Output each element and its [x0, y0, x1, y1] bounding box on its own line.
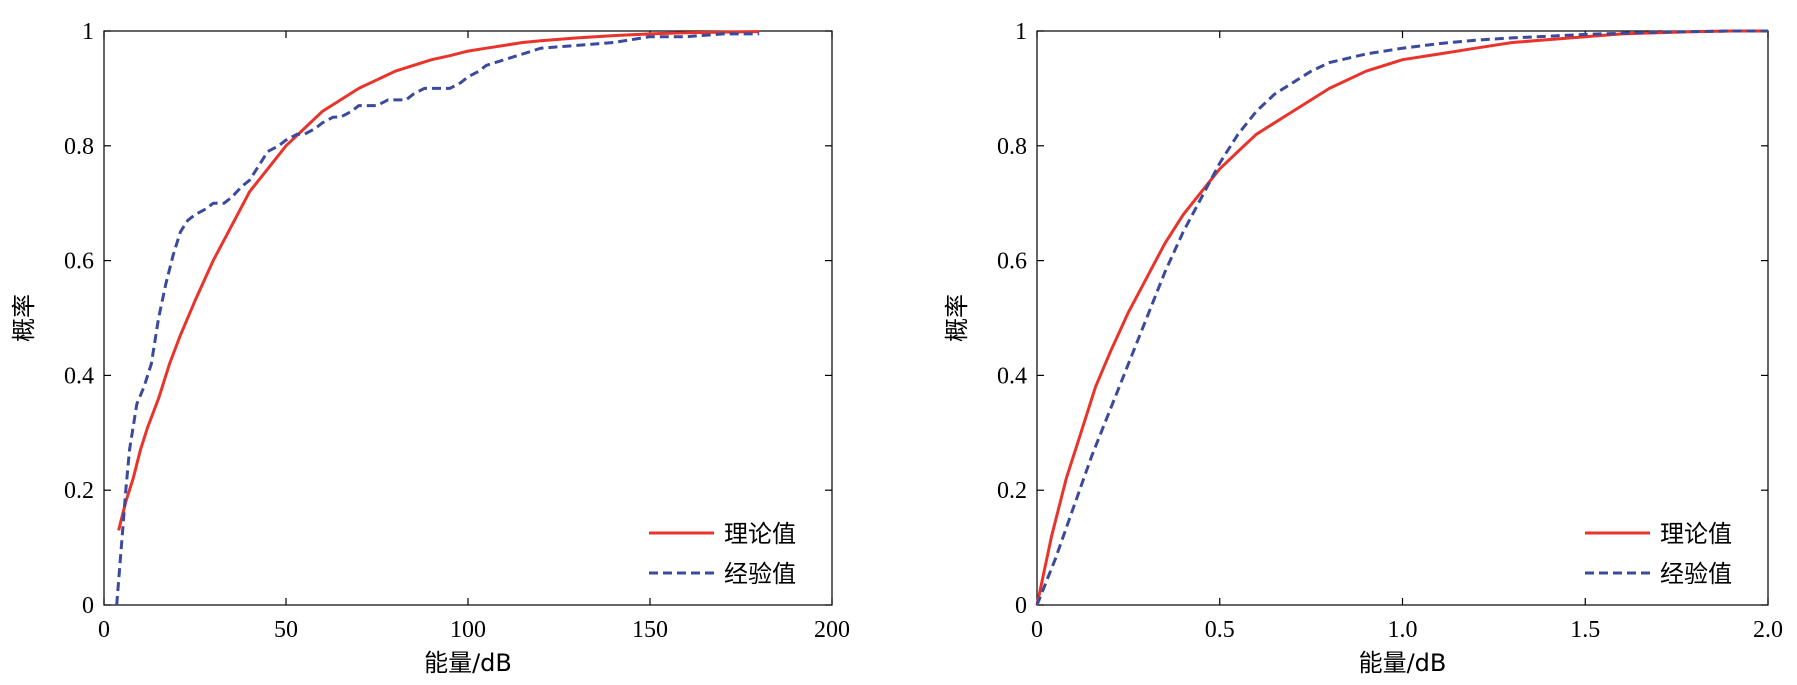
y-tick-label: 0.8 [997, 134, 1027, 160]
x-tick-label: 50 [274, 617, 298, 643]
series-line-theoretical [1035, 29, 1768, 606]
x-axis-label: 能量/dB [424, 649, 512, 677]
y-tick-label: 0.4 [64, 363, 94, 389]
x-tick-label: 100 [450, 617, 486, 643]
x-tick-label: 150 [632, 617, 668, 643]
y-tick-label: 0 [1015, 593, 1027, 619]
series-line-empirical [115, 32, 760, 606]
x-tick-label: 200 [814, 617, 850, 643]
y-tick-label: 1 [82, 19, 94, 45]
y-tick-label: 1 [1015, 19, 1027, 45]
axes-frame [103, 30, 833, 606]
series-line-empirical [1035, 29, 1768, 606]
series-line-theoretical [117, 30, 760, 531]
x-tick-label: 1.5 [1570, 617, 1600, 643]
x-axis-label: 能量/dB [1359, 649, 1447, 677]
y-axis-label: 概率 [943, 294, 971, 342]
y-tick-label: 0 [82, 593, 94, 619]
y-tick-label: 0.6 [64, 249, 94, 275]
x-tick-label: 2.0 [1753, 617, 1783, 643]
y-tick-label: 0.8 [64, 134, 94, 160]
legend-label: 经验值 [1660, 560, 1732, 588]
y-tick-label: 0.2 [64, 478, 94, 504]
x-tick-label: 0.5 [1205, 617, 1235, 643]
legend-label: 理论值 [724, 520, 796, 548]
y-tick-label: 0.6 [997, 249, 1027, 275]
y-axis-label: 概率 [10, 294, 38, 342]
y-tick-label: 0.2 [997, 478, 1027, 504]
x-tick-label: 0 [1031, 617, 1043, 643]
axes-frame [1036, 30, 1769, 606]
x-tick-label: 0 [98, 617, 110, 643]
y-tick-label: 0.4 [997, 363, 1027, 389]
x-tick-label: 1.0 [1388, 617, 1418, 643]
legend-label: 经验值 [724, 560, 796, 588]
legend-label: 理论值 [1660, 520, 1732, 548]
